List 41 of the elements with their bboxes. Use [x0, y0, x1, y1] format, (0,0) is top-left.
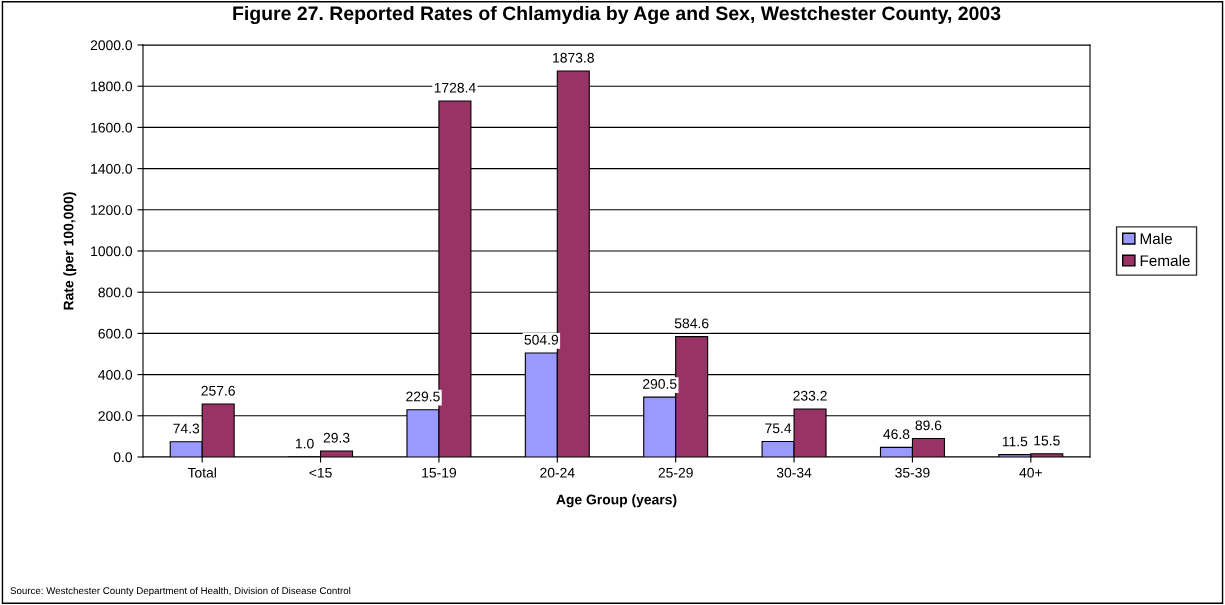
y-tick-label: 1400.0	[91, 163, 133, 174]
data-label: 257.6	[201, 385, 235, 396]
data-label: 74.3	[173, 423, 200, 434]
y-tick-label: 400.0	[98, 369, 133, 380]
data-label: 1728.4	[434, 82, 476, 93]
source-note: Source: Westchester County Department of Health, Division of Disease Control	[10, 586, 351, 596]
data-label: 1.0	[295, 438, 314, 449]
x-axis-title: Age Group (years)	[556, 494, 677, 508]
y-tick-label: 2000.0	[90, 40, 133, 51]
y-tick-label: 600.0	[98, 328, 133, 339]
x-tick-label: 35-39	[895, 467, 930, 478]
y-tick-label: 200.0	[98, 411, 133, 421]
y-tick-label: 1200.0	[91, 205, 133, 215]
legend-label: Female	[1140, 254, 1190, 267]
chart-title: Figure 27. Reported Rates of Chlamydia by Age and Sex, Westchester County, 2003	[233, 5, 1001, 25]
data-label: 290.5	[643, 379, 677, 389]
data-label: 11.5	[1002, 436, 1028, 447]
y-tick-label: 1000.0	[91, 246, 133, 257]
data-label: 46.8	[883, 429, 910, 440]
data-label: 229.5	[406, 391, 440, 402]
data-label: 15.5	[1034, 435, 1060, 446]
x-tick-label: Total	[187, 467, 216, 478]
data-label: 584.6	[674, 318, 709, 329]
data-label: 89.6	[915, 420, 942, 431]
data-label: 1873.8	[553, 52, 594, 63]
x-tick-label: 25-29	[658, 467, 693, 478]
y-tick-label: 800.0	[98, 287, 133, 298]
legend-label: Male	[1140, 232, 1172, 245]
y-tick-label: 1800.0	[91, 81, 133, 92]
data-label: 504.9	[524, 334, 559, 345]
x-tick-label: 30-34	[776, 467, 812, 478]
x-tick-label: <15	[309, 467, 332, 478]
data-label: 75.4	[765, 423, 792, 434]
y-tick-label: 1600.0	[91, 122, 133, 133]
data-label: 233.2	[793, 390, 827, 401]
x-tick-label: 20-24	[540, 467, 575, 478]
x-tick-label: 40+	[1019, 467, 1042, 478]
data-label: 29.3	[323, 432, 350, 443]
y-axis-title: Rate (per 100,000)	[63, 192, 77, 310]
x-tick-label: 15-19	[422, 467, 457, 478]
y-tick-label: 0.0	[113, 452, 133, 463]
